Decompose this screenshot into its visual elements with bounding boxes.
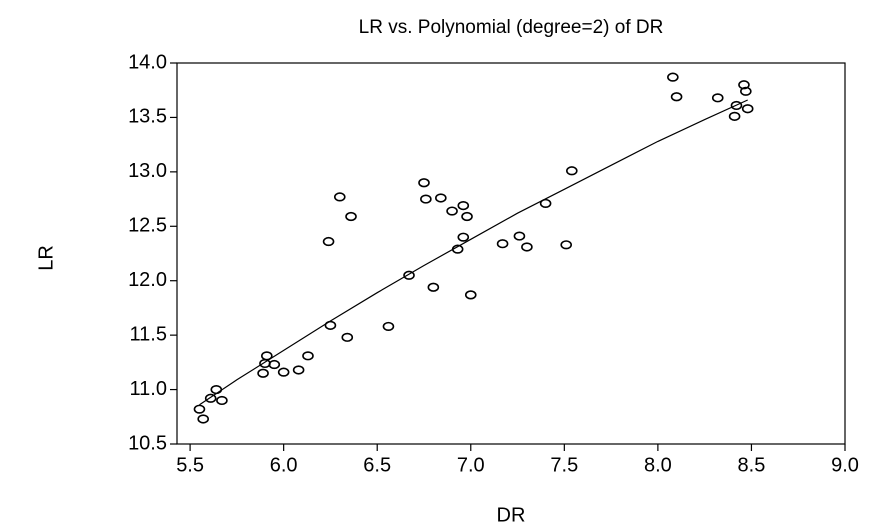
point xyxy=(730,100,743,111)
point xyxy=(333,192,346,202)
chart-title: LR vs. Polynomial (degree=2) of DR xyxy=(359,17,664,38)
point xyxy=(418,178,430,188)
point xyxy=(539,198,552,209)
point xyxy=(741,104,754,114)
point xyxy=(268,359,281,370)
point xyxy=(302,351,314,361)
point xyxy=(193,404,206,414)
point xyxy=(667,72,679,82)
y-tick-label: 13.5 xyxy=(128,106,167,128)
point xyxy=(210,384,223,395)
point xyxy=(461,211,473,222)
x-tick-label: 6.0 xyxy=(270,454,298,476)
point xyxy=(341,332,354,342)
point xyxy=(521,242,533,252)
x-tick-label: 8.5 xyxy=(738,454,766,476)
point xyxy=(322,236,335,247)
x-tick-label: 6.5 xyxy=(363,454,391,476)
point xyxy=(420,194,432,204)
point xyxy=(560,240,572,250)
x-tick-label: 5.5 xyxy=(176,454,204,476)
point xyxy=(345,211,357,222)
y-tick-label: 11.5 xyxy=(130,323,167,345)
x-axis-label: DR xyxy=(497,504,526,526)
y-tick-label: 12.5 xyxy=(128,215,167,237)
y-tick-label: 14.0 xyxy=(128,51,167,73)
fit-line xyxy=(199,99,748,406)
point xyxy=(457,201,470,211)
point xyxy=(728,111,741,121)
point xyxy=(451,244,464,254)
point xyxy=(382,321,395,332)
point xyxy=(324,320,337,330)
y-tick-label: 10.5 xyxy=(128,432,167,454)
point xyxy=(738,80,750,90)
y-tick-label: 13.0 xyxy=(128,160,167,182)
y-axis-label: LR xyxy=(35,245,57,271)
point xyxy=(566,166,578,176)
point xyxy=(292,365,305,375)
x-tick-label: 7.0 xyxy=(457,454,485,476)
point xyxy=(457,232,470,242)
point xyxy=(670,92,683,102)
point xyxy=(464,290,477,300)
x-tick-label: 9.0 xyxy=(831,454,859,476)
point xyxy=(711,93,724,103)
point xyxy=(403,270,415,280)
point xyxy=(197,414,209,424)
point xyxy=(261,351,273,361)
point xyxy=(277,367,290,377)
x-tick-label: 8.0 xyxy=(644,454,672,476)
point xyxy=(427,282,440,292)
point xyxy=(216,395,228,406)
point xyxy=(204,393,217,403)
plot-frame xyxy=(176,62,846,445)
x-tick-label: 7.5 xyxy=(550,454,578,476)
point xyxy=(446,206,458,216)
y-tick-label: 12.0 xyxy=(128,269,167,291)
point xyxy=(496,239,509,249)
point xyxy=(740,86,752,96)
point xyxy=(257,368,269,378)
point xyxy=(435,193,447,203)
point xyxy=(259,358,271,369)
y-tick-label: 11.0 xyxy=(130,378,167,400)
point xyxy=(513,231,526,241)
